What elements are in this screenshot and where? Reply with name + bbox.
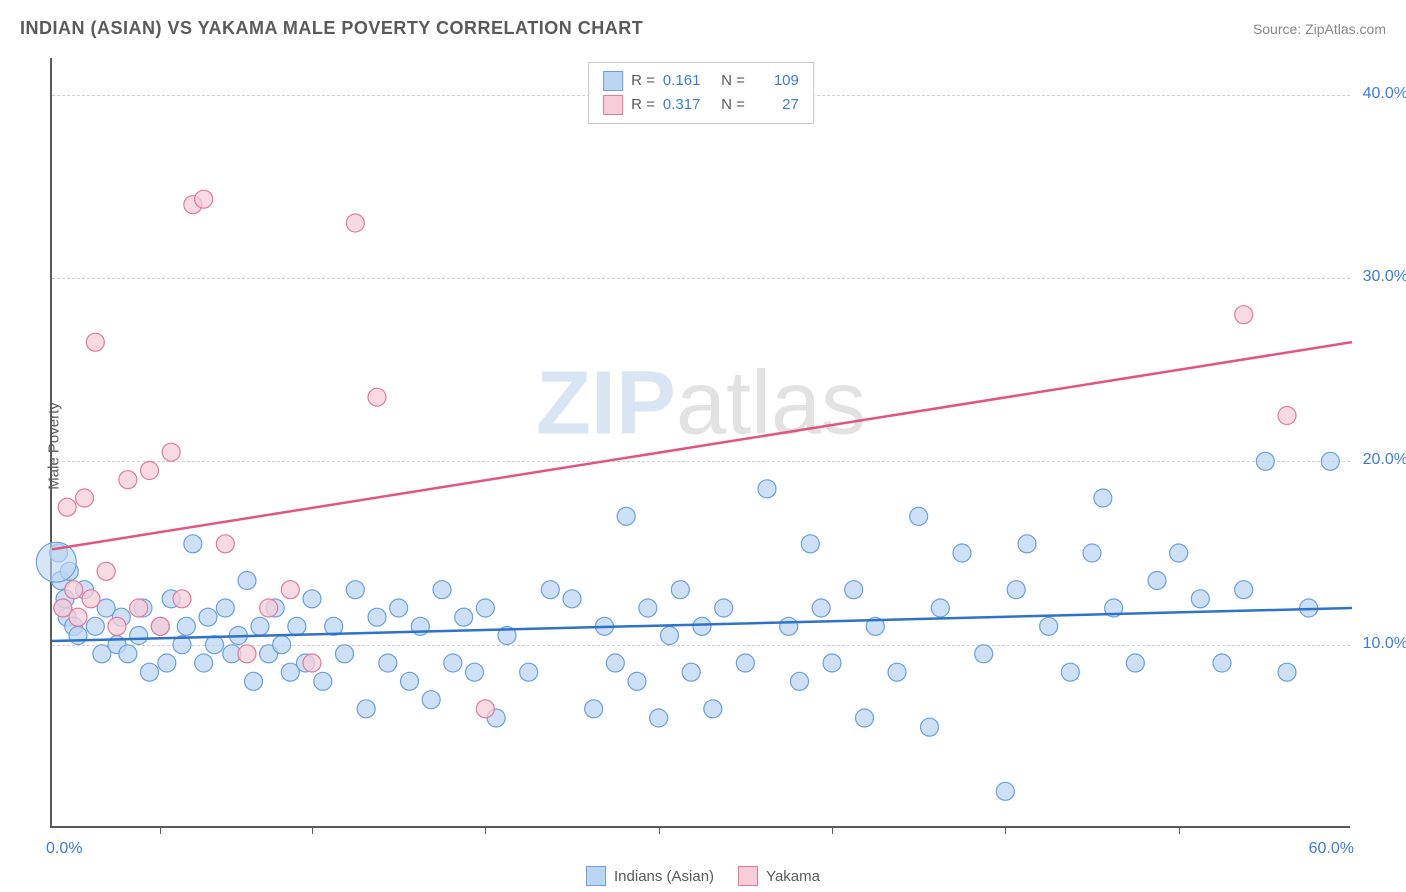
legend-series: Indians (Asian) Yakama bbox=[586, 866, 820, 886]
legend-stat-row: R = 0.161 N = 109 bbox=[603, 69, 799, 93]
x-tick bbox=[1005, 826, 1006, 834]
legend-item: Yakama bbox=[738, 866, 820, 886]
y-tick-label: 30.0% bbox=[1363, 268, 1406, 286]
plot-area: ZIPatlas R = 0.161 N = 109R = 0.317 N = … bbox=[50, 58, 1350, 828]
chart-title: INDIAN (ASIAN) VS YAKAMA MALE POVERTY CO… bbox=[20, 18, 643, 39]
x-tick bbox=[659, 826, 660, 834]
legend-stats: R = 0.161 N = 109R = 0.317 N = 27 bbox=[588, 62, 814, 124]
x-tick bbox=[1179, 826, 1180, 834]
chart-container: ZIPatlas R = 0.161 N = 109R = 0.317 N = … bbox=[50, 58, 1350, 828]
legend-stat-row: R = 0.317 N = 27 bbox=[603, 93, 799, 117]
x-tick bbox=[832, 826, 833, 834]
y-tick-label: 20.0% bbox=[1363, 451, 1406, 469]
legend-swatch bbox=[603, 71, 623, 91]
y-tick-label: 10.0% bbox=[1363, 635, 1406, 653]
x-axis-max-label: 60.0% bbox=[1309, 840, 1354, 858]
x-tick bbox=[312, 826, 313, 834]
x-tick bbox=[485, 826, 486, 834]
x-tick bbox=[160, 826, 161, 834]
legend-swatch bbox=[586, 866, 606, 886]
scatter-plot-svg bbox=[52, 58, 1350, 826]
source-attribution: Source: ZipAtlas.com bbox=[1253, 21, 1386, 37]
x-axis-min-label: 0.0% bbox=[46, 840, 82, 858]
y-tick-label: 40.0% bbox=[1363, 85, 1406, 103]
legend-swatch bbox=[738, 866, 758, 886]
legend-swatch bbox=[603, 95, 623, 115]
legend-item: Indians (Asian) bbox=[586, 866, 714, 886]
